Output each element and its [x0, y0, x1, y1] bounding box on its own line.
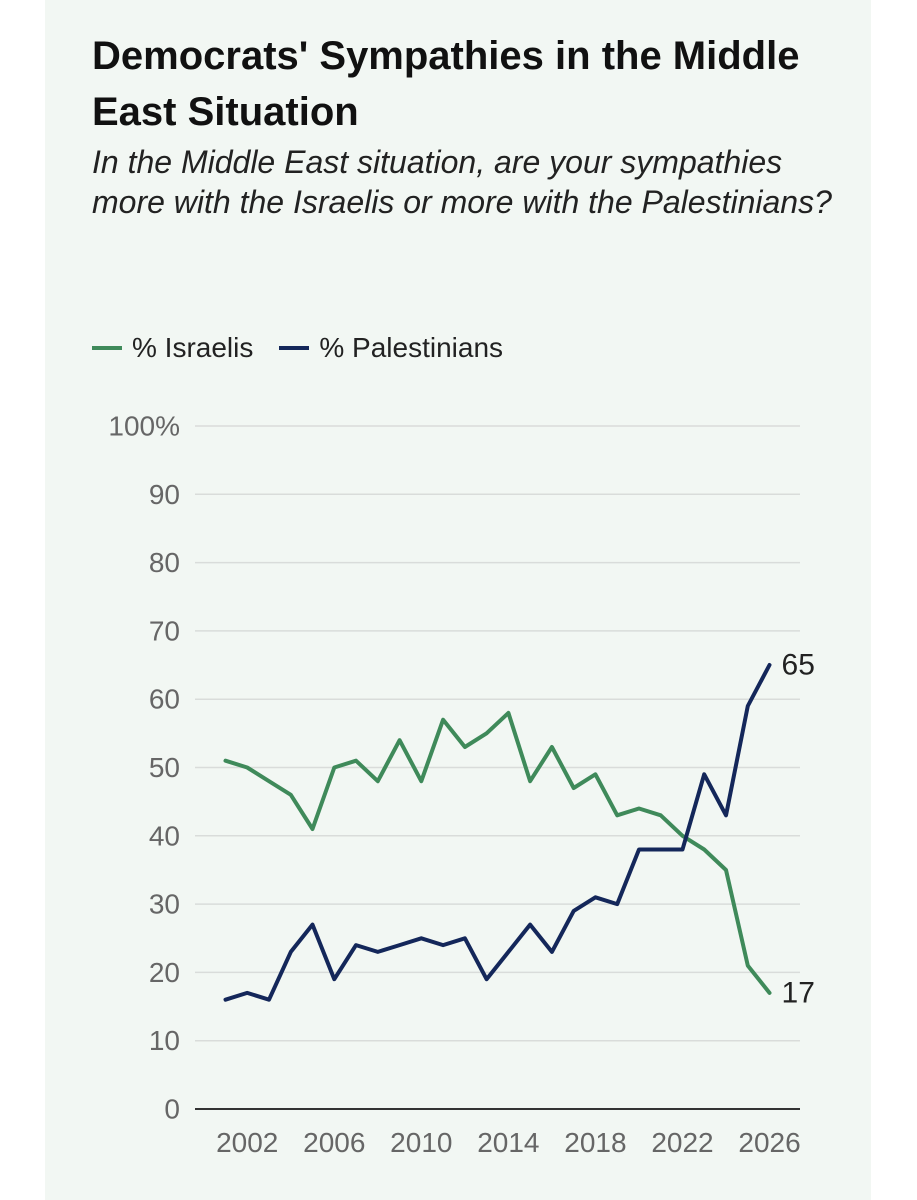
y-tick-label: 30	[149, 889, 180, 920]
y-axis-ticks: 0 10 20 30 40 50 60 70 80 90 100%	[108, 411, 180, 1125]
y-tick-label: 100%	[108, 411, 180, 442]
y-tick-label: 10	[149, 1025, 180, 1056]
legend-label-palestinians: % Palestinians	[319, 332, 504, 363]
y-tick-label: 70	[149, 615, 180, 646]
legend-swatch-israelis	[92, 346, 122, 350]
chart-card	[45, 0, 871, 1200]
chart-title: Democrats' Sympathies in the Middle East…	[92, 34, 800, 134]
chart-legend: % Israelis % Palestinians	[92, 330, 529, 366]
chart-subtitle: In the Middle East situation, are your s…	[92, 144, 832, 220]
end-label-palestinians: 65	[782, 649, 815, 682]
legend-label-israelis: % Israelis	[132, 332, 254, 363]
end-label-israelis: 17	[782, 976, 815, 1009]
x-tick-label: 2010	[390, 1127, 452, 1158]
series-lines	[223, 663, 772, 1002]
legend-swatch-palestinians	[279, 346, 310, 350]
x-tick-label: 2026	[738, 1127, 800, 1158]
x-tick-label: 2006	[303, 1127, 365, 1158]
series-line-israelis	[223, 710, 772, 995]
x-tick-label: 2018	[564, 1127, 626, 1158]
y-tick-label: 40	[149, 820, 180, 851]
y-tick-label: 80	[149, 547, 180, 578]
y-tick-label: 90	[149, 479, 180, 510]
y-tick-label: 0	[164, 1094, 180, 1125]
x-tick-label: 2002	[216, 1127, 278, 1158]
x-axis-ticks: 2002 2006 2010 2014 2018 2022 2026	[216, 1127, 801, 1158]
y-tick-label: 60	[149, 684, 180, 715]
series-line-palestinians	[223, 663, 772, 1002]
y-tick-label: 50	[149, 752, 180, 783]
x-tick-label: 2014	[477, 1127, 539, 1158]
legend-item-israelis: % Israelis	[92, 332, 253, 364]
gridlines	[195, 425, 800, 1110]
legend-item-palestinians: % Palestinians	[279, 332, 503, 364]
x-tick-label: 2022	[651, 1127, 713, 1158]
y-tick-label: 20	[149, 957, 180, 988]
